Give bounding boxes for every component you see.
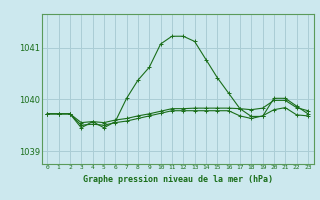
X-axis label: Graphe pression niveau de la mer (hPa): Graphe pression niveau de la mer (hPa) <box>83 175 273 184</box>
